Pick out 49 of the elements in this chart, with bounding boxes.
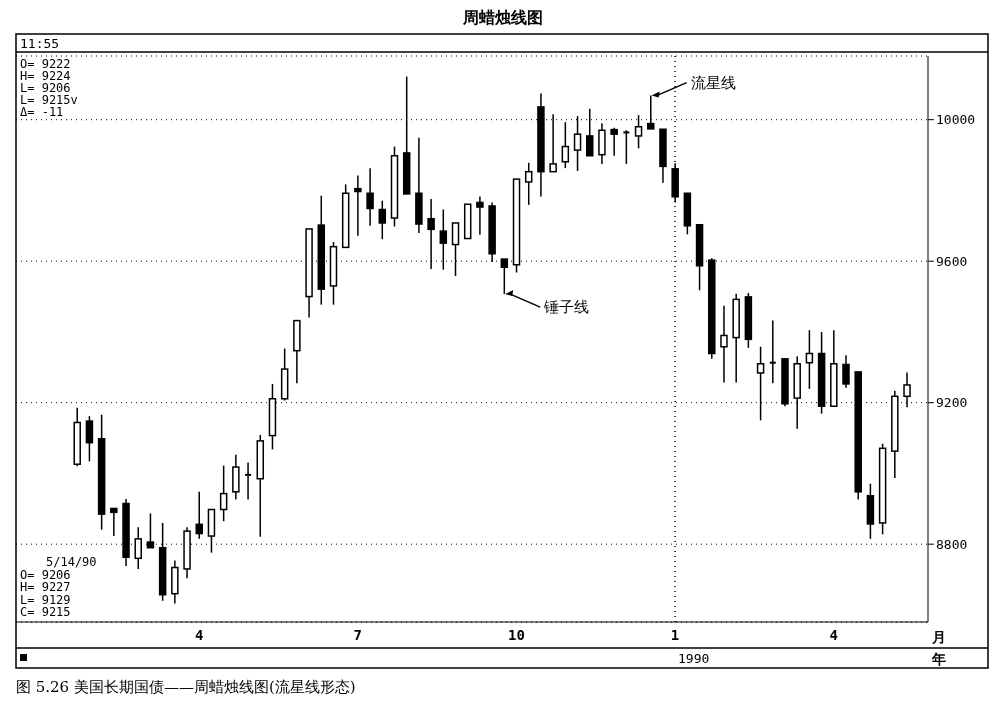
candlestick [219, 464, 228, 522]
candlestick [524, 162, 533, 206]
y-tick-label: 9600 [936, 253, 968, 269]
text: 年 [931, 651, 946, 667]
text: L= 9129 [20, 592, 71, 607]
candlestick [805, 329, 814, 390]
text: O= 9206 [20, 567, 71, 582]
candlestick [195, 491, 203, 540]
text: 1990 [678, 651, 710, 666]
candlestick [427, 198, 435, 270]
candlestick [378, 199, 387, 240]
candlestick [610, 127, 618, 157]
x-tick-label: 1 [670, 626, 680, 643]
annotation: 锤子线 [543, 298, 590, 317]
candlestick [561, 121, 570, 169]
y-tick-label: 10000 [936, 112, 976, 128]
candlestick [720, 305, 728, 384]
candlestick [366, 167, 374, 227]
y-tick-label: 8800 [936, 536, 968, 552]
text: H= 9227 [20, 580, 71, 594]
text: O= 9222 [20, 57, 71, 71]
text: H= 9224 [20, 69, 71, 83]
candlestick [622, 129, 631, 165]
annotation: 流星线 [690, 73, 736, 92]
candlestick [647, 94, 655, 130]
candlestick [244, 461, 253, 501]
annotation: 5/14/90 [46, 555, 97, 569]
candlestick [500, 258, 509, 295]
caption: 图 5.26 美国长期国债——周蜡烛线图(流星线形态) [16, 678, 357, 697]
candlestick [110, 507, 118, 537]
text: C= 9215 [20, 605, 71, 619]
candlestick [768, 319, 777, 384]
text: L= 9206 [20, 81, 71, 95]
annotation: L= 9215v [20, 93, 78, 107]
candlestick [842, 354, 850, 389]
x-tick-label: 4 [194, 626, 204, 643]
x-tick-label: 10 [507, 626, 525, 643]
candlestick [85, 415, 94, 463]
y-tick-label: 9200 [936, 395, 968, 411]
candlestick [354, 174, 362, 237]
candlestick [476, 195, 484, 236]
candlestick [903, 371, 911, 409]
text: Δ= -11 [20, 105, 64, 119]
text: 11:55 [20, 36, 60, 51]
x-tick-label: 7 [353, 626, 362, 643]
chart-title: 周蜡烛线图 [462, 8, 544, 29]
x-tick-label: 4 [829, 626, 838, 643]
text: 月 [931, 629, 946, 645]
candlestick [134, 526, 142, 570]
